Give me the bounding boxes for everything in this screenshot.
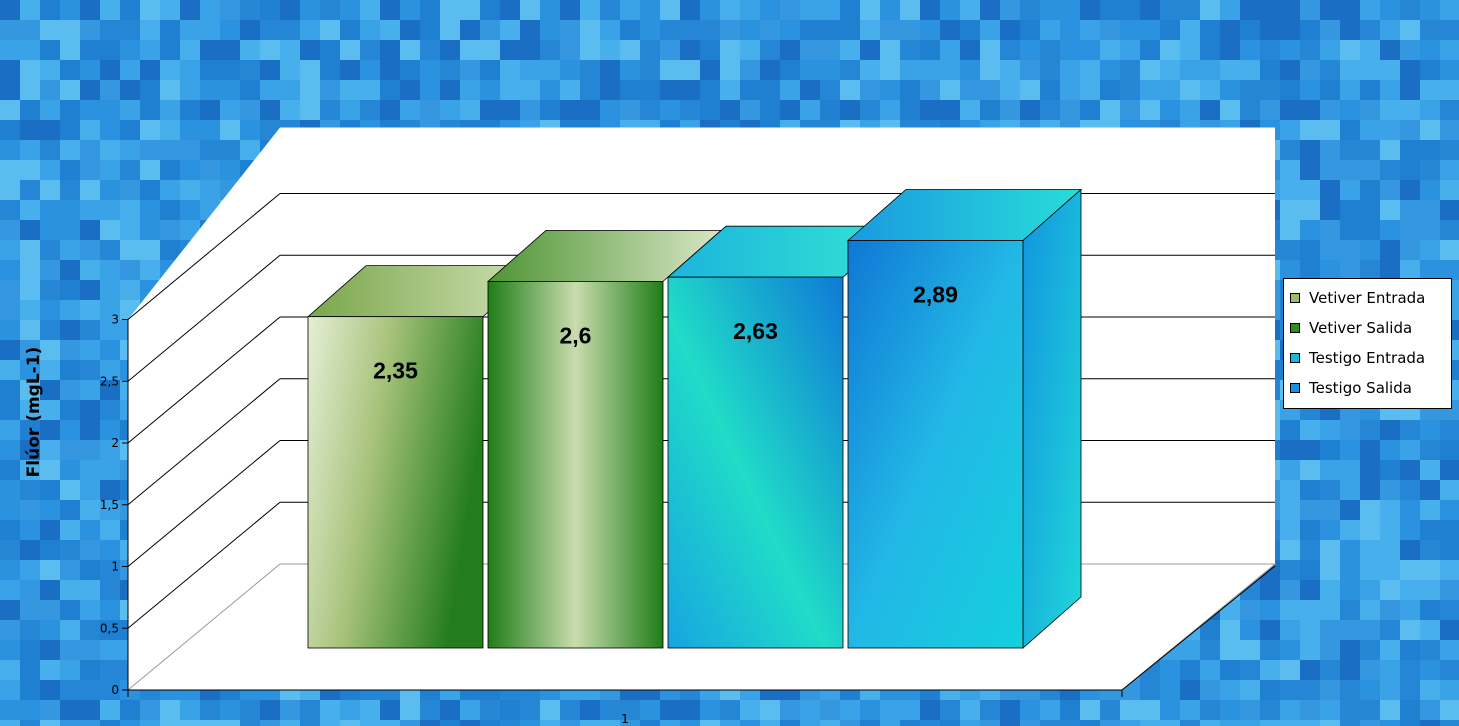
- legend-label: Vetiver Salida: [1309, 319, 1413, 337]
- y-axis: 0 0,5 1 1,5 2 2,5 3: [100, 313, 129, 697]
- side-wall: [128, 127, 280, 690]
- bar-front: [307, 316, 484, 649]
- gridline-side: [127, 316, 281, 444]
- legend-item: Testigo Salida: [1290, 373, 1451, 403]
- bar-front: [667, 276, 844, 649]
- bar-vetiver-entrada: [306, 265, 543, 649]
- y-axis-title: Flúor (mgL-1): [24, 346, 44, 478]
- legend-swatch-vetiver-salida: [1290, 323, 1300, 333]
- y-tick-label: 1,5: [100, 498, 119, 512]
- x-axis: 1: [127, 565, 1276, 726]
- data-labels: 2,35 2,6 2,63 2,89: [373, 282, 958, 384]
- gridline-side: [127, 378, 281, 506]
- legend-label: Testigo Salida: [1309, 379, 1412, 397]
- legend-label: Vetiver Entrada: [1309, 289, 1426, 307]
- data-label: 2,35: [373, 358, 418, 384]
- y-tick-label: 2: [111, 436, 119, 450]
- legend: Vetiver Entrada Vetiver Salida Testigo E…: [1283, 278, 1452, 409]
- gridline-side: [127, 501, 281, 629]
- bar-testigo-salida: [846, 188, 1083, 649]
- legend-swatch-testigo-salida: [1290, 383, 1300, 393]
- gridline-side: [127, 440, 281, 567]
- bar-front: [487, 280, 664, 649]
- legend-item: Testigo Entrada: [1290, 343, 1451, 373]
- y-tick-label: 1: [111, 560, 119, 574]
- data-label: 2,6: [560, 322, 592, 348]
- data-label: 2,89: [913, 282, 958, 308]
- y-tick-label: 2,5: [100, 374, 119, 388]
- y-tick-label: 3: [111, 313, 119, 327]
- bar-vetiver-salida: [486, 229, 723, 649]
- legend-swatch-testigo-entrada: [1290, 353, 1300, 363]
- bars: [306, 188, 1083, 649]
- bar-front: [847, 240, 1024, 649]
- bar-testigo-entrada: [666, 225, 903, 649]
- gridline-side: [127, 193, 281, 320]
- legend-item: Vetiver Salida: [1290, 313, 1451, 343]
- y-tick-label: 0: [111, 683, 119, 697]
- x-tick-label: 1: [621, 712, 629, 726]
- bar-side: [1022, 188, 1082, 649]
- y-tick-label: 0,5: [100, 621, 119, 635]
- data-label: 2,63: [733, 318, 778, 344]
- legend-item: Vetiver Entrada: [1290, 283, 1451, 313]
- gridline-side: [127, 254, 281, 382]
- legend-label: Testigo Entrada: [1309, 349, 1426, 367]
- x-axis-depth-line: [1121, 565, 1276, 691]
- legend-swatch-vetiver-entrada: [1290, 293, 1300, 303]
